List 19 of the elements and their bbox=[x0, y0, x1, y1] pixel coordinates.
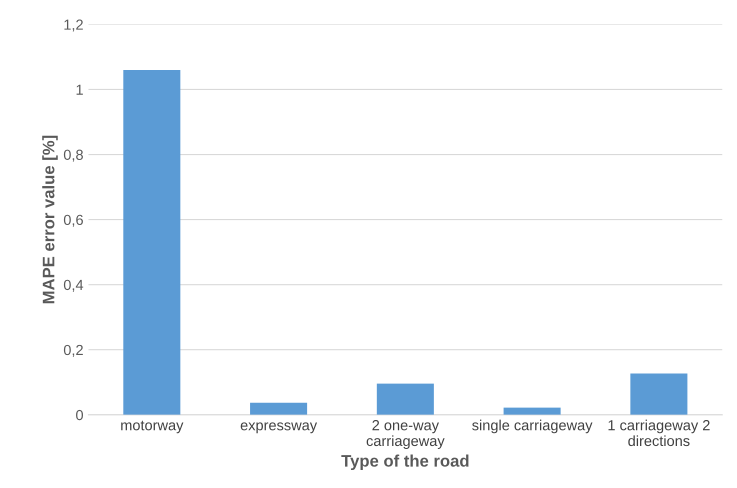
x-tick-label: single carriageway bbox=[472, 420, 592, 434]
y-tick-label: 1,2 bbox=[64, 20, 83, 32]
bar bbox=[376, 384, 434, 415]
x-tick-label: 1 carriageway 2 directions bbox=[608, 420, 710, 446]
y-tick-label: 0,2 bbox=[64, 344, 83, 357]
x-tick-label: motorway bbox=[121, 420, 184, 434]
bar bbox=[123, 70, 180, 415]
y-tick-label: 0,6 bbox=[64, 214, 83, 227]
y-axis-title: MAPE error value [%] bbox=[42, 136, 58, 304]
y-tick-label: 0,8 bbox=[64, 150, 83, 162]
bar bbox=[630, 373, 688, 415]
y-tick-label: 1 bbox=[76, 84, 83, 95]
y-tick-label: 0,4 bbox=[64, 280, 84, 292]
x-tick-label: 2 one-way carriageway bbox=[366, 420, 445, 449]
y-tick-label: 0 bbox=[76, 410, 84, 420]
x-tick-label: expressway bbox=[240, 422, 318, 434]
bar bbox=[504, 408, 561, 415]
x-axis-title: Type of the road bbox=[341, 454, 468, 470]
bar bbox=[250, 402, 308, 415]
